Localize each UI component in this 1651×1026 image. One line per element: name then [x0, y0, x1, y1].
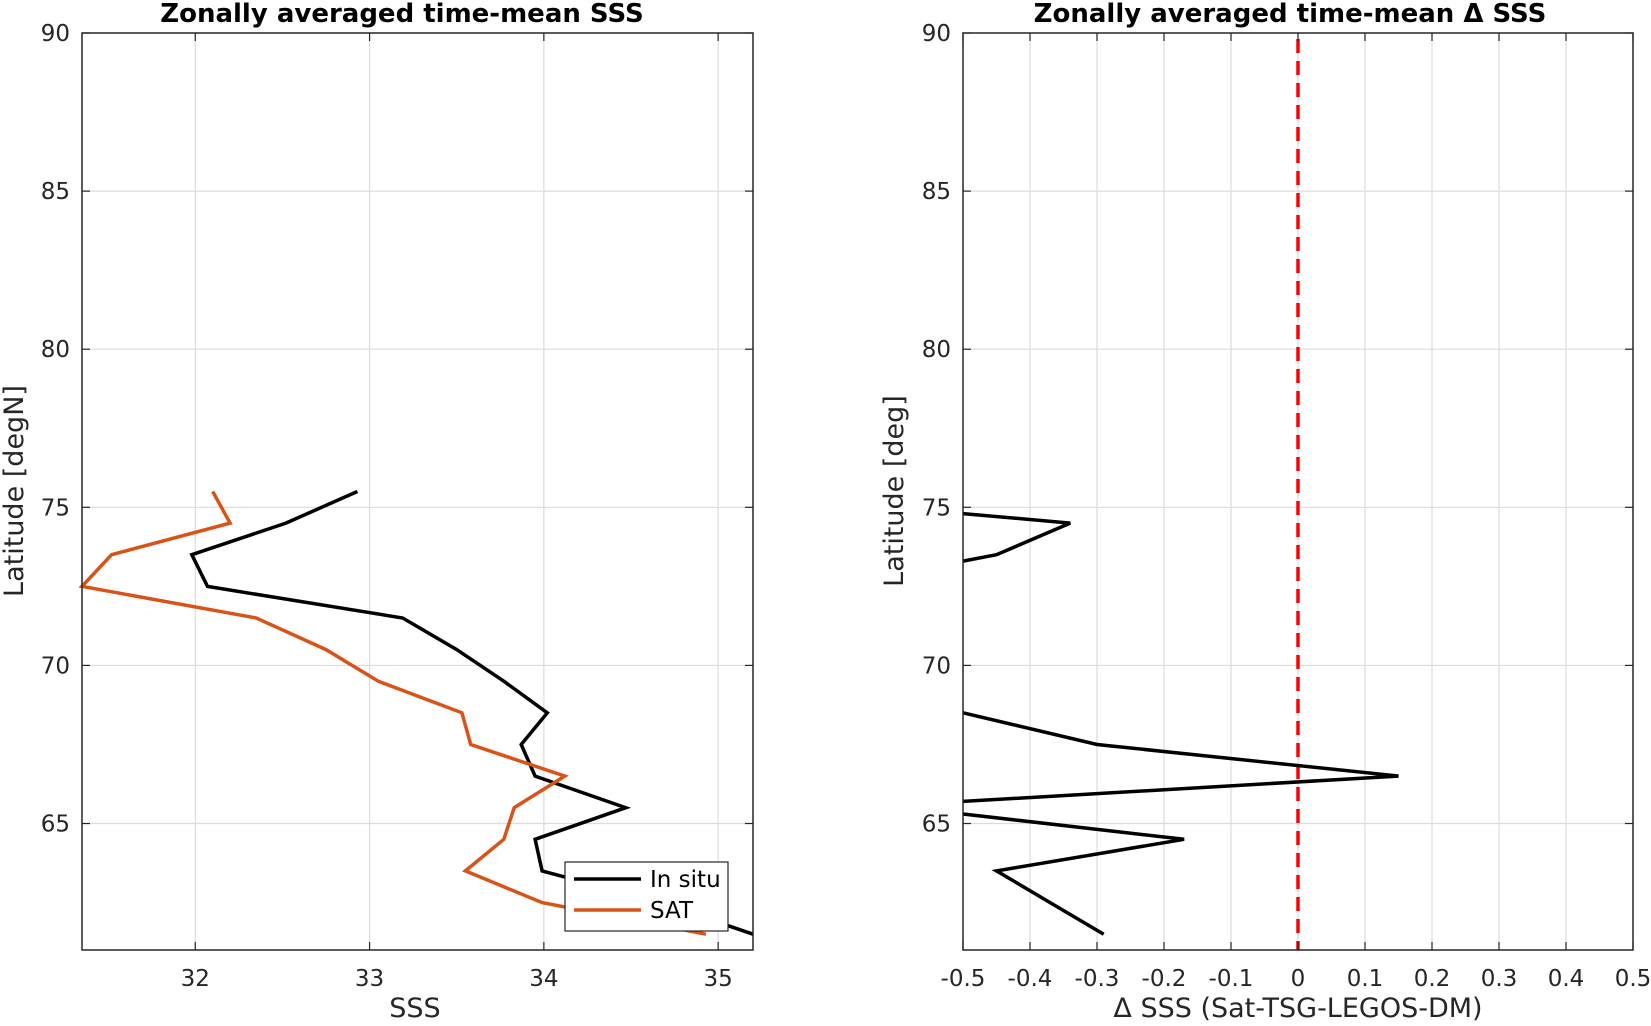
- sss-y-tick-label: 90: [41, 21, 70, 47]
- sss-grid: [82, 33, 753, 950]
- delta-sss-x-tick-label: -0.1: [1209, 966, 1254, 992]
- delta-sss-lines: [962, 511, 1399, 936]
- sss-axes-box: [81, 32, 754, 951]
- delta-sss-panel-title: Zonally averaged time-mean Δ SSS: [1034, 0, 1547, 29]
- delta-sss-y-tick-label: 90: [922, 21, 951, 47]
- delta-sss-x-tick-label: 0.4: [1548, 966, 1585, 992]
- sss-x-tick-label: 35: [704, 966, 733, 992]
- sss-y-tick-label: 80: [41, 337, 70, 363]
- sss-y-tick-label: 85: [41, 179, 70, 205]
- delta-sss-x-tick-label: 0.1: [1347, 966, 1384, 992]
- delta-sss-y-tick-label: 85: [922, 179, 951, 205]
- delta-sss-x-tick-label: -0.3: [1075, 966, 1120, 992]
- delta-sss-x-tick-label: 0.3: [1481, 966, 1518, 992]
- series-line-in-situ: [189, 489, 754, 936]
- sss-x-tick-label: 34: [529, 966, 558, 992]
- delta-sss-x-tick-label: 0.2: [1414, 966, 1451, 992]
- delta-sss-y-tick-label: 65: [922, 812, 951, 838]
- sss-y-axis-label: Latitude [degN]: [0, 385, 30, 597]
- sss-x-axis-label: SSS: [389, 993, 440, 1024]
- delta-sss-x-tick-label: -0.5: [941, 966, 986, 992]
- delta-sss-y-tick-label: 80: [922, 337, 951, 363]
- series-line-delta-sss: [962, 812, 1185, 936]
- sss-panel: Zonally averaged time-mean SSS 32 33 34 35 6…: [0, 0, 754, 1024]
- legend-label-sat: SAT: [650, 898, 694, 924]
- sss-x-tick-label: 33: [355, 966, 384, 992]
- sss-ticks: 32 33 34 35 65 70 75 80 85 90: [41, 21, 753, 992]
- delta-sss-x-axis-label: Δ SSS (Sat-TSG-LEGOS-DM): [1113, 993, 1482, 1024]
- legend-box: [564, 861, 729, 932]
- delta-sss-x-tick-label: 0.5: [1615, 966, 1651, 992]
- sss-panel-title: Zonally averaged time-mean SSS: [160, 0, 644, 29]
- delta-sss-panel: Zonally averaged time-mean Δ SSS -0.5 -0.…: [879, 0, 1651, 1024]
- series-line-delta-sss: [962, 711, 1399, 804]
- sss-y-tick-label: 65: [41, 812, 70, 838]
- delta-sss-ticks: -0.5 -0.4 -0.3 -0.2 -0.1 0 0.1 0.2 0.3 0.4 0.5 65 70…: [922, 21, 1651, 992]
- delta-sss-y-tick-label: 75: [922, 495, 951, 521]
- legend-label-in-situ: In situ: [650, 867, 721, 893]
- delta-sss-x-tick-label: -0.4: [1008, 966, 1053, 992]
- legend: In situ SAT: [564, 861, 729, 932]
- delta-sss-x-tick-label: -0.2: [1142, 966, 1187, 992]
- sss-x-tick-label: 32: [181, 966, 210, 992]
- delta-sss-y-tick-label: 70: [922, 653, 951, 679]
- delta-sss-y-axis-label: Latitude [deg]: [879, 395, 910, 587]
- delta-sss-x-tick-label: 0: [1291, 966, 1306, 992]
- sss-lines: [78, 489, 754, 936]
- series-line-delta-sss: [962, 511, 1071, 563]
- delta-sss-grid: [963, 33, 1633, 950]
- sss-y-tick-label: 75: [41, 495, 70, 521]
- delta-sss-axes-box: [962, 32, 1634, 951]
- series-line-sat: [78, 490, 707, 936]
- sss-y-tick-label: 70: [41, 653, 70, 679]
